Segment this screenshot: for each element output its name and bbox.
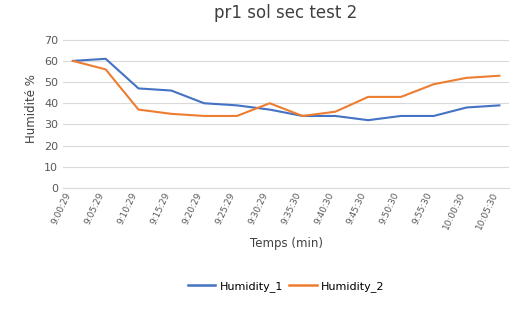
Humidity_1 xyxy=(365,118,371,122)
Humidity_2 xyxy=(201,114,207,118)
Humidity_2 xyxy=(365,95,371,99)
Humidity_1 xyxy=(135,87,142,90)
Humidity_1 xyxy=(398,114,404,118)
Line: Humidity_2: Humidity_2 xyxy=(73,61,499,116)
Humidity_2 xyxy=(102,67,109,71)
Humidity_2 xyxy=(299,114,306,118)
Humidity_1 xyxy=(267,108,273,111)
Humidity_2 xyxy=(398,95,404,99)
Humidity_1 xyxy=(168,88,174,92)
Humidity_1 xyxy=(201,101,207,105)
X-axis label: Temps (min): Temps (min) xyxy=(249,237,323,249)
Humidity_2 xyxy=(464,76,470,80)
Humidity_1 xyxy=(464,106,470,110)
Legend: Humidity_1, Humidity_2: Humidity_1, Humidity_2 xyxy=(183,277,389,297)
Humidity_1 xyxy=(299,114,306,118)
Humidity_2 xyxy=(430,82,437,86)
Humidity_1 xyxy=(332,114,339,118)
Title: pr1 sol sec test 2: pr1 sol sec test 2 xyxy=(215,4,358,22)
Humidity_1 xyxy=(430,114,437,118)
Humidity_1 xyxy=(70,59,76,63)
Humidity_2 xyxy=(496,74,502,78)
Humidity_1 xyxy=(234,103,240,107)
Humidity_2 xyxy=(135,108,142,111)
Humidity_2 xyxy=(168,112,174,116)
Humidity_2 xyxy=(267,101,273,105)
Humidity_2 xyxy=(70,59,76,63)
Humidity_2 xyxy=(332,110,339,114)
Y-axis label: Humidité %: Humidité % xyxy=(25,74,38,143)
Humidity_2 xyxy=(234,114,240,118)
Line: Humidity_1: Humidity_1 xyxy=(73,59,499,120)
Humidity_1 xyxy=(102,57,109,61)
Humidity_1 xyxy=(496,103,502,107)
